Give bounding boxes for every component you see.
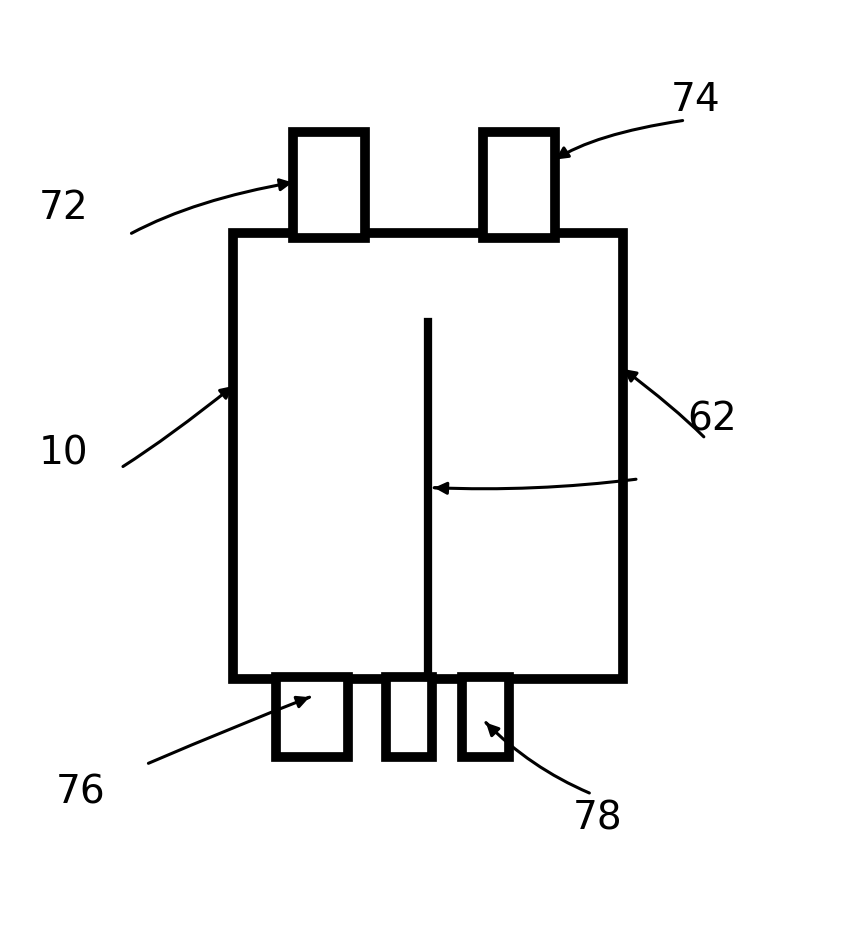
Text: 74: 74 — [671, 81, 720, 119]
Bar — [276, 676, 348, 757]
Text: 78: 78 — [573, 800, 622, 838]
Bar — [233, 234, 623, 678]
Text: 76: 76 — [56, 774, 105, 812]
Bar — [386, 676, 432, 757]
Text: 72: 72 — [39, 189, 88, 227]
Text: 62: 62 — [688, 401, 737, 439]
Text: 10: 10 — [39, 435, 88, 473]
Bar — [462, 676, 509, 757]
Bar — [483, 131, 555, 238]
Bar — [293, 131, 365, 238]
